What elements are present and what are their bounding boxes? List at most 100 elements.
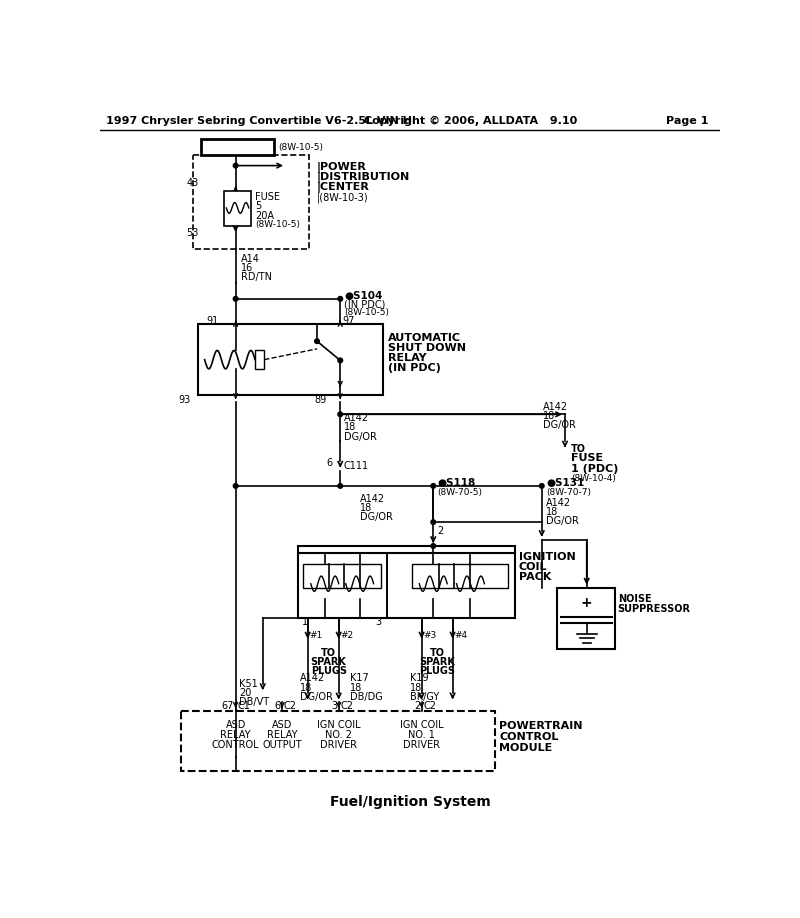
- Text: 18: 18: [350, 683, 362, 693]
- Text: |POWER: |POWER: [317, 162, 367, 174]
- Text: DG/OR: DG/OR: [543, 420, 576, 431]
- Text: #1: #1: [310, 631, 322, 640]
- Text: |CENTER: |CENTER: [317, 183, 370, 194]
- Text: RELAY: RELAY: [267, 730, 298, 740]
- Text: ●S131: ●S131: [546, 478, 585, 487]
- Text: IGNITION: IGNITION: [518, 552, 575, 562]
- Text: RELAY: RELAY: [388, 353, 427, 364]
- Text: BATT A14: BATT A14: [206, 142, 266, 152]
- Text: Page 1: Page 1: [666, 116, 708, 126]
- Text: 18: 18: [344, 422, 356, 432]
- Text: A142: A142: [344, 413, 370, 423]
- Text: +: +: [581, 596, 592, 610]
- Text: 89: 89: [315, 395, 327, 405]
- Text: CONTROL: CONTROL: [212, 740, 259, 750]
- Text: ASD: ASD: [226, 720, 246, 730]
- Text: C2: C2: [284, 701, 297, 711]
- Text: IGN COIL: IGN COIL: [400, 720, 443, 730]
- Text: SPARK: SPARK: [310, 657, 346, 667]
- Text: 18: 18: [300, 683, 312, 693]
- Text: DG/OR: DG/OR: [546, 516, 579, 526]
- Bar: [558, 588, 615, 649]
- Text: ASD: ASD: [272, 720, 292, 730]
- Text: 97: 97: [342, 316, 355, 326]
- Text: (IN PDC): (IN PDC): [388, 364, 441, 373]
- Text: A142: A142: [300, 674, 325, 683]
- Text: DG/OR: DG/OR: [360, 512, 393, 522]
- Text: PLUGS: PLUGS: [419, 666, 455, 677]
- Text: SHUT DOWN: SHUT DOWN: [388, 343, 466, 353]
- Text: (8W-70-5): (8W-70-5): [437, 487, 482, 497]
- Text: 1 (PDC): 1 (PDC): [571, 464, 618, 474]
- Circle shape: [431, 543, 435, 548]
- Text: K17: K17: [350, 674, 369, 683]
- Text: C2: C2: [423, 701, 436, 711]
- Text: DRIVER: DRIVER: [403, 740, 440, 750]
- Text: 1: 1: [302, 617, 308, 627]
- Text: A142: A142: [360, 494, 385, 504]
- Text: 3: 3: [375, 617, 382, 627]
- Text: OUTPUT: OUTPUT: [262, 740, 302, 750]
- Text: C2: C2: [340, 701, 354, 711]
- Text: A142: A142: [543, 401, 569, 411]
- Text: SUPPRESSOR: SUPPRESSOR: [618, 604, 690, 614]
- Text: 2: 2: [437, 526, 443, 535]
- Bar: [198, 324, 383, 395]
- Text: AUTOMATIC: AUTOMATIC: [388, 333, 462, 343]
- Text: PACK: PACK: [518, 572, 551, 582]
- Text: DB/DG: DB/DG: [350, 692, 383, 702]
- Text: 91: 91: [206, 316, 218, 326]
- Text: |(8W-10-3): |(8W-10-3): [317, 193, 369, 203]
- Text: ●S104: ●S104: [344, 291, 382, 301]
- Text: IGN COIL: IGN COIL: [317, 720, 361, 730]
- Text: 6: 6: [274, 701, 281, 711]
- Text: BK/GY: BK/GY: [410, 692, 439, 702]
- Circle shape: [539, 484, 544, 488]
- Text: NOISE: NOISE: [618, 594, 651, 604]
- Text: FUSE: FUSE: [255, 192, 280, 202]
- Text: 18: 18: [410, 683, 422, 693]
- Text: 43: 43: [186, 178, 198, 188]
- Text: #4: #4: [454, 631, 467, 640]
- Bar: [193, 155, 310, 249]
- Text: #3: #3: [423, 631, 437, 640]
- Text: K19: K19: [410, 674, 429, 683]
- Text: RD/TN: RD/TN: [241, 273, 272, 282]
- Text: 3: 3: [331, 701, 337, 711]
- Text: 16: 16: [241, 263, 254, 273]
- Text: DRIVER: DRIVER: [320, 740, 358, 750]
- Circle shape: [338, 297, 342, 301]
- Text: 5: 5: [255, 201, 262, 211]
- Text: NO. 2: NO. 2: [326, 730, 352, 740]
- Text: Copyright © 2006, ALLDATA   9.10: Copyright © 2006, ALLDATA 9.10: [363, 116, 577, 126]
- Bar: [255, 351, 264, 369]
- Text: FUSE: FUSE: [571, 453, 603, 464]
- Circle shape: [338, 412, 342, 417]
- Circle shape: [431, 520, 435, 524]
- Text: |DISTRIBUTION: |DISTRIBUTION: [317, 173, 410, 184]
- Text: ●S118: ●S118: [437, 478, 475, 487]
- Text: TO: TO: [571, 444, 586, 454]
- Circle shape: [314, 339, 319, 343]
- Text: 2: 2: [414, 701, 420, 711]
- Text: (8W-10-5): (8W-10-5): [255, 220, 300, 230]
- Text: NO. 1: NO. 1: [408, 730, 435, 740]
- Text: 18: 18: [360, 503, 372, 513]
- Circle shape: [338, 358, 342, 363]
- Text: 20: 20: [239, 688, 252, 698]
- Text: TO: TO: [430, 648, 445, 658]
- Circle shape: [338, 484, 342, 488]
- Circle shape: [431, 484, 435, 488]
- Text: 20A: 20A: [255, 210, 274, 220]
- Circle shape: [234, 484, 238, 488]
- Text: Fuel/Ignition System: Fuel/Ignition System: [330, 795, 490, 809]
- Bar: [298, 546, 514, 619]
- Circle shape: [234, 163, 238, 168]
- Text: COIL: COIL: [518, 562, 547, 572]
- Bar: [303, 565, 381, 588]
- Text: #2: #2: [340, 631, 354, 640]
- Text: (8W-10-4): (8W-10-4): [571, 474, 616, 483]
- Text: 6: 6: [326, 458, 333, 468]
- Text: (IN PDC): (IN PDC): [344, 300, 386, 310]
- Text: SPARK: SPARK: [419, 657, 455, 667]
